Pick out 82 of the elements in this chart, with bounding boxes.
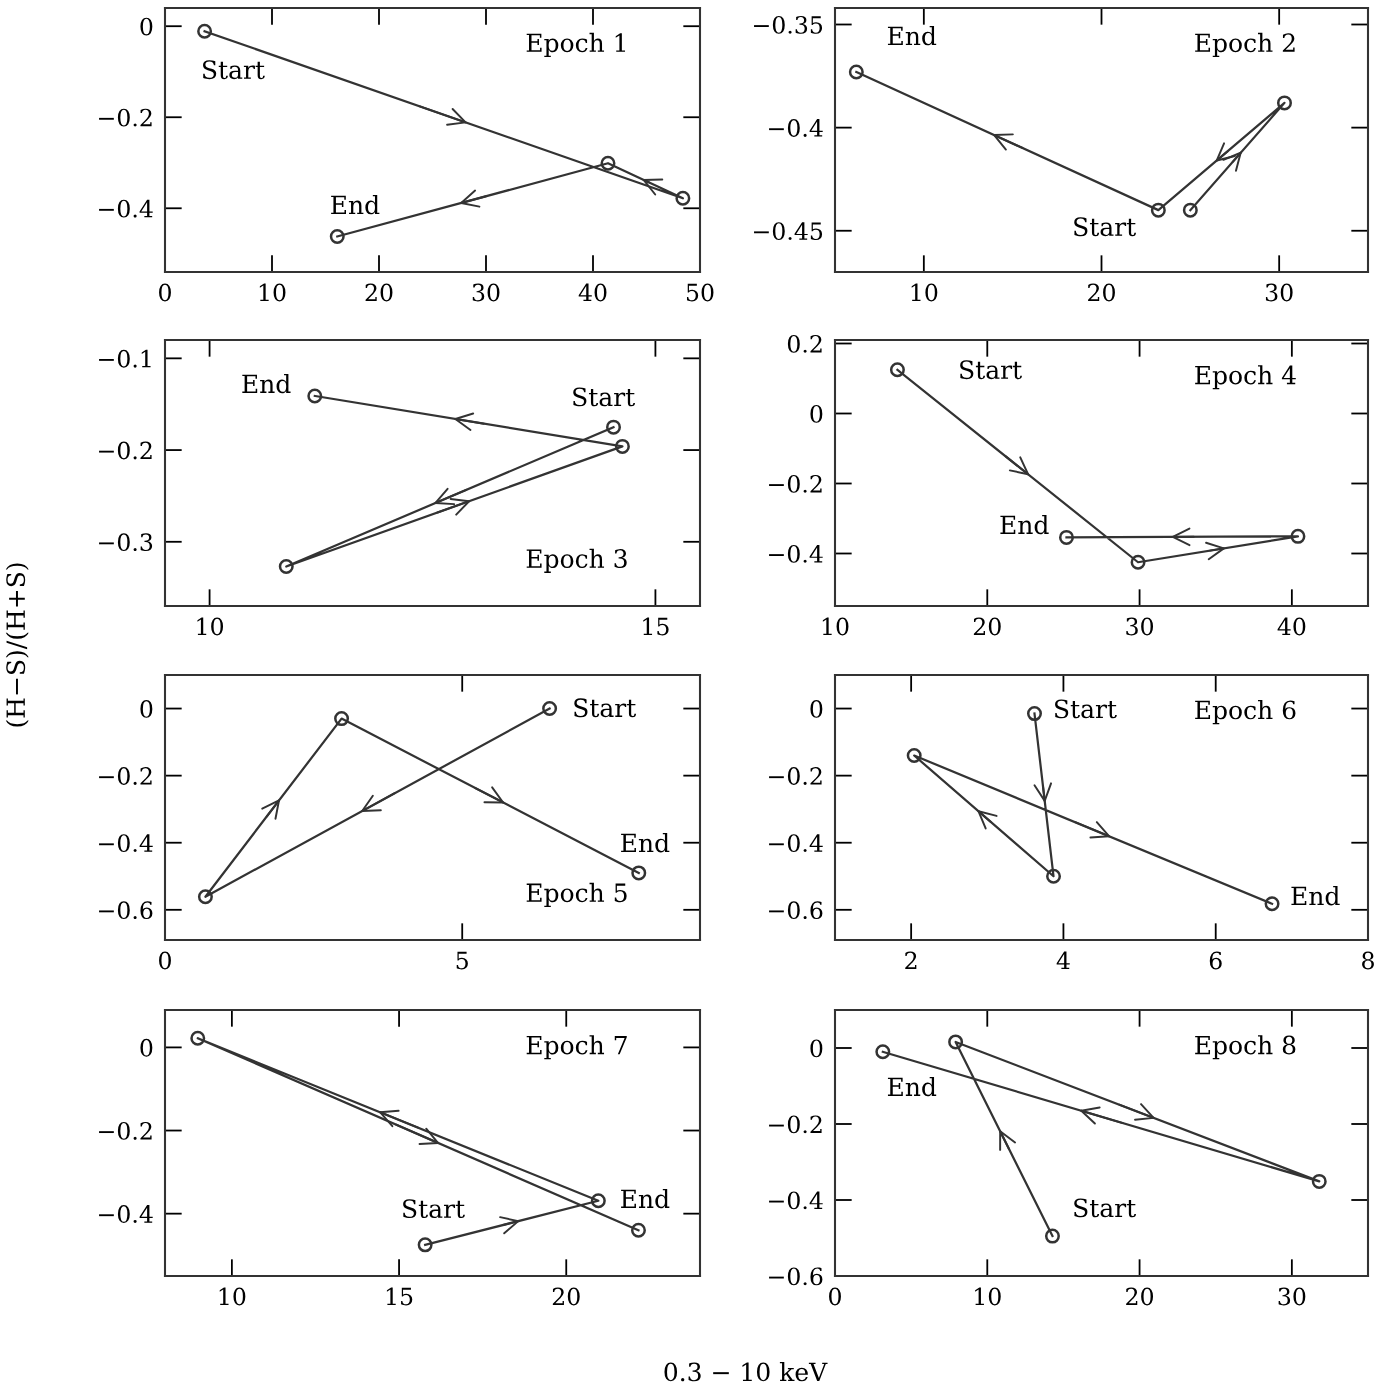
y-tick-label: 0: [140, 699, 153, 718]
annotation: Start: [203, 60, 265, 80]
x-tick-label: 0: [159, 283, 171, 302]
x-tick-label: 8: [1362, 951, 1374, 970]
x-tick-label: 10: [975, 1287, 1001, 1306]
x-tick-label: 30: [1265, 283, 1293, 302]
x-tick-label: 5: [456, 951, 468, 970]
y-tick-label: −0.4: [99, 199, 153, 218]
x-tick-label: 30: [472, 283, 500, 302]
y-tick-label: −0.6: [769, 901, 823, 920]
x-tick-label: 20: [365, 283, 393, 302]
x-tick-label: 4: [1056, 951, 1070, 970]
x-tick-label: 0: [159, 951, 171, 970]
x-tick-label: 40: [1277, 617, 1306, 636]
y-tick-label: −0.2: [99, 767, 152, 785]
y-tick-label: 0: [810, 404, 823, 423]
x-tick-label: 20: [1126, 1287, 1154, 1306]
y-tick-label: −0.2: [99, 108, 152, 127]
x-tick-label: 15: [386, 1287, 413, 1306]
x-tick-label: 30: [1126, 617, 1154, 636]
x-tick-label: 40: [578, 283, 607, 302]
y-tick-label: 0: [810, 1039, 823, 1058]
x-tick-label: 15: [643, 617, 669, 636]
y-tick-label: −0.4: [769, 834, 823, 853]
text: Epoch 3: [526, 548, 627, 573]
annotation: Start: [1074, 1198, 1137, 1218]
y-tick-label: −0.1: [99, 349, 151, 368]
y-tick-label: −0.4: [769, 1191, 823, 1210]
y-tick-label: −0.4: [99, 1205, 153, 1223]
x-tick-label: 0: [829, 1287, 841, 1306]
x-tick-label: 10: [911, 283, 938, 302]
annotation: Start: [574, 698, 637, 718]
text: Epoch 4: [1195, 365, 1296, 390]
y-tick-label: −0.6: [99, 901, 153, 920]
text: Epoch 8: [1195, 1035, 1296, 1060]
y-tick-label: 0: [140, 1038, 153, 1057]
text: Epoch 5: [526, 882, 627, 908]
x-tick-label: 50: [686, 283, 714, 302]
x-tick-label: 10: [259, 283, 286, 302]
annotation: End: [331, 194, 380, 215]
x-tick-label: 2: [905, 951, 917, 970]
annotation: End: [621, 833, 670, 853]
y-tick-label: −0.6: [769, 1267, 823, 1286]
text: Epoch 6: [1195, 700, 1296, 725]
text: Epoch 1: [526, 32, 626, 58]
y-tick-label: 0: [810, 699, 823, 718]
x-tick-label: 10: [219, 1287, 246, 1306]
x-tick-label: 20: [552, 1287, 580, 1306]
annotation: End: [887, 26, 937, 46]
y-tick-label: −0.35: [754, 15, 823, 34]
x-tick-label: 20: [1088, 283, 1115, 302]
annotation: End: [1000, 514, 1049, 535]
y-tick-label: 0: [140, 17, 153, 36]
annotation: End: [621, 1188, 670, 1209]
annotation: End: [887, 1076, 937, 1097]
y-tick-label: −0.2: [99, 1121, 152, 1140]
annotation: Start: [1055, 699, 1117, 719]
y-tick-label: −0.4: [769, 544, 823, 563]
annotation: End: [242, 373, 291, 394]
x-tick-label: 20: [973, 617, 1001, 636]
annotation: Start: [403, 1199, 465, 1219]
y-tick-label: −0.2: [769, 767, 822, 785]
x-tick-label: 30: [1278, 1287, 1306, 1306]
annotation: Start: [960, 360, 1022, 380]
y-tick-label: −0.2: [99, 441, 152, 460]
y-tick-label: −0.3: [99, 533, 153, 552]
x-tick-label: 6: [1209, 951, 1222, 970]
x-tick-label: 10: [197, 617, 224, 636]
text: Epoch 2: [1195, 32, 1295, 58]
text: Epoch 7: [526, 1035, 627, 1060]
annotation: End: [1291, 886, 1340, 906]
x-tick-label: 10: [822, 617, 849, 636]
annotation: Start: [573, 387, 636, 407]
y-tick-label: 0.2: [787, 334, 822, 353]
y-tick-label: −0.45: [754, 222, 823, 241]
y-tick-label: −0.2: [769, 474, 822, 493]
annotation: Start: [1074, 217, 1137, 237]
x-axis-title: 0.3 − 10 keV: [664, 1362, 828, 1382]
y-axis-title: (H−S)/(H+S): [5, 563, 29, 727]
y-tick-label: −0.4: [769, 119, 823, 137]
y-tick-label: −0.2: [769, 1115, 822, 1134]
y-tick-label: −0.4: [99, 834, 153, 853]
